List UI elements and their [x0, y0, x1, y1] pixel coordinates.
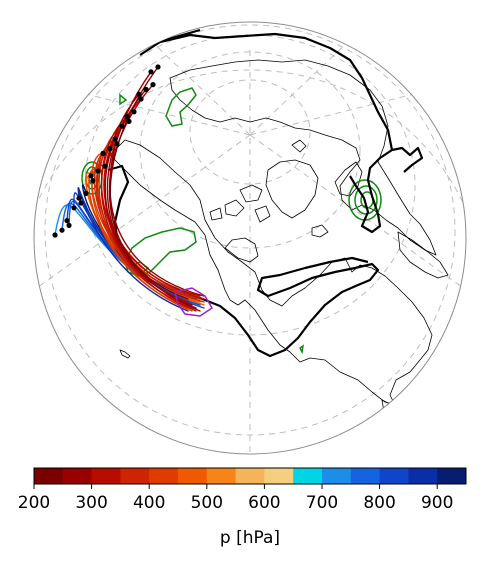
- trajectory-start-marker: [66, 222, 72, 228]
- colorbar-bin: [206, 468, 237, 484]
- black-contour: [139, 32, 394, 234]
- trajectory-start-marker: [126, 118, 132, 124]
- colorbar-tick-label: 300: [75, 493, 107, 513]
- coastline-aleutian: [119, 349, 131, 359]
- trajectory-start-marker: [155, 64, 161, 70]
- trajectory-start-marker: [95, 168, 101, 174]
- colorbar: 200 300 400 500 600 700 800 900 p [hPa]: [18, 467, 467, 548]
- colorbar-tick-label: 200: [18, 493, 50, 513]
- purple-contours: [174, 287, 214, 317]
- trajectory-start-marker: [148, 69, 154, 75]
- colorbar-tick-label: 500: [191, 493, 223, 513]
- trajectory-start-marker: [90, 178, 96, 184]
- trajectory-start-marker: [124, 114, 130, 120]
- coastline-hudson-bay: [224, 237, 259, 263]
- trajectory-start-marker: [78, 200, 84, 206]
- green-contour: [165, 87, 197, 127]
- colorbar-bin: [264, 468, 294, 484]
- colorbar-bin: [34, 468, 64, 484]
- coastline-eurasia: [169, 59, 437, 256]
- purple-contour: [174, 287, 214, 317]
- colorbar-bin: [437, 468, 467, 484]
- trajectory-start-marker: [112, 136, 118, 142]
- trajectory-start-marker: [76, 195, 82, 201]
- colorbar-bin: [120, 468, 150, 484]
- trajectory-line: [109, 71, 205, 297]
- trajectory-start-marker: [102, 163, 108, 169]
- globe: [33, 21, 467, 455]
- trajectory-start-marker: [131, 109, 137, 115]
- coastline-north-africa: [397, 231, 449, 279]
- trajectory-start-marker: [100, 150, 106, 156]
- trajectories: [54, 66, 205, 312]
- trajectory-start-marker: [136, 91, 142, 97]
- colorbar-bin: [62, 468, 93, 484]
- colorbar-bin: [149, 468, 179, 484]
- colorbar-tick-label: 600: [248, 493, 280, 513]
- trajectory-line: [91, 164, 193, 312]
- colorbar-tick-label: 800: [363, 493, 395, 513]
- coastline-greenland: [265, 159, 319, 219]
- trajectory-start-marker: [52, 232, 58, 238]
- trajectory-start-marker: [107, 146, 113, 152]
- colorbar-ticks: 200 300 400 500 600 700 800 900: [18, 484, 453, 513]
- coastlines: [109, 59, 449, 421]
- trajectory-starts: [52, 64, 161, 238]
- trajectory-start-marker: [71, 205, 77, 211]
- trajectory-start-marker: [59, 227, 65, 233]
- colorbar-tick-label: 400: [133, 493, 165, 513]
- trajectory-start-marker: [150, 82, 156, 88]
- trajectory-start-marker: [119, 123, 125, 129]
- colorbar-bin: [235, 468, 265, 484]
- colorbar-tick-label: 900: [421, 493, 453, 513]
- colorbar-bin: [91, 468, 121, 484]
- trajectory-start-marker: [88, 173, 94, 179]
- colorbar-bin: [178, 468, 208, 484]
- trajectory-start-marker: [83, 190, 89, 196]
- graticule-meridian-225: [249, 39, 351, 136]
- coastline-iceland: [311, 224, 329, 238]
- trajectory-start-marker: [138, 96, 144, 102]
- coastline-north-america: [109, 139, 433, 406]
- coastline-scandinavia: [334, 161, 363, 197]
- green-contour: [119, 93, 128, 106]
- trajectory-start-marker: [114, 141, 120, 147]
- black-contour: [391, 146, 424, 173]
- colorbar-bin: [350, 468, 381, 484]
- colorbar-bin: [293, 468, 323, 484]
- colorbar-tick-label: 700: [306, 493, 338, 513]
- coastline-svalbard: [291, 139, 307, 153]
- colorbar-frame: [33, 467, 467, 485]
- globe-outline: [33, 21, 467, 455]
- trajectory-start-marker: [64, 218, 70, 224]
- black-contour: [159, 28, 201, 44]
- graticule-meridian-180: [34, 134, 251, 301]
- colorbar-bin: [379, 468, 409, 484]
- coastline-canadian-archipelago: [209, 184, 271, 223]
- graticule-parallel-80: [189, 79, 311, 185]
- colorbar-bin: [408, 468, 438, 484]
- green-contour: [299, 344, 305, 355]
- colorbar-bins: [34, 468, 467, 484]
- colorbar-bin: [322, 468, 352, 484]
- graticule-meridian-90: [249, 134, 466, 301]
- colorbar-label: p [hPa]: [220, 528, 280, 548]
- trajectory-start-marker: [143, 86, 149, 92]
- graticule-meridian-135: [149, 39, 251, 136]
- trajectory-line: [109, 66, 189, 300]
